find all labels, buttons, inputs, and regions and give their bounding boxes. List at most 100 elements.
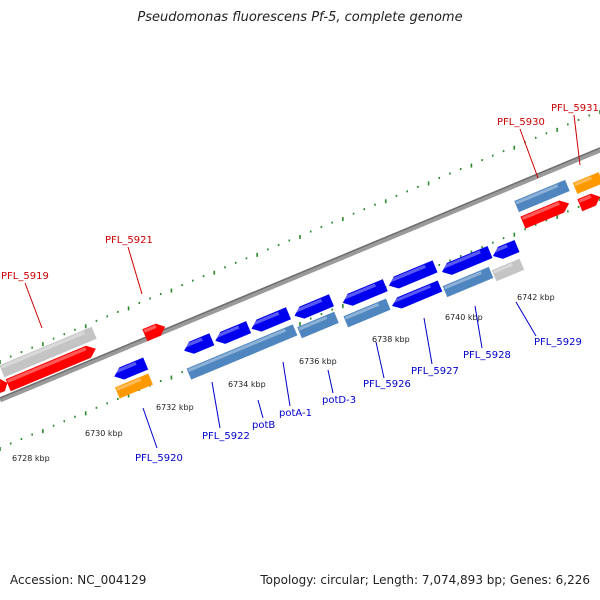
- reverse-gene-arrow-highlight: [341, 283, 377, 301]
- forward-gene-label-leader: [519, 128, 539, 179]
- backbone-line: [0, 147, 600, 403]
- forward-gene-label[interactable]: PFL_5931: [551, 103, 599, 114]
- cds-box-highlight: [0, 331, 85, 369]
- cds-box-highlight: [116, 377, 142, 391]
- reverse-gene-arrow[interactable]: [390, 280, 443, 311]
- forward-gene-label-leader: [24, 282, 43, 329]
- reverse-gene-arrow[interactable]: [182, 333, 215, 357]
- cds-box-shape: [514, 179, 570, 213]
- reverse-gene-label[interactable]: PFL_5929: [534, 337, 582, 348]
- reverse-gene-arrow-highlight: [391, 284, 431, 304]
- reverse-gene-arrow-highlight: [491, 244, 508, 254]
- reverse-gene-arrow-shape: [442, 245, 493, 275]
- reverse-gene-arrow-shape: [215, 321, 252, 344]
- reverse-gene-arrow-shape: [342, 279, 388, 306]
- reverse-gene-label-leader: [327, 369, 334, 394]
- forward-gene-arrow-shape: [5, 345, 96, 392]
- reverse-gene-label[interactable]: PFL_5920: [135, 453, 183, 464]
- cds-box-shape: [0, 326, 97, 378]
- forward-gene-arrow-shape: [520, 200, 570, 229]
- cds-box-highlight: [344, 302, 380, 320]
- map-title: Pseudomonas fluorescens Pf-5, complete g…: [137, 10, 463, 25]
- forward-gene-arrow[interactable]: [142, 321, 167, 342]
- forward-gene-arrow-highlight: [578, 194, 592, 203]
- reverse-gene-arrow-shape: [388, 260, 438, 289]
- reverse-gene-label[interactable]: potD-3: [322, 395, 356, 406]
- reverse-gene-arrow-highlight: [293, 298, 323, 314]
- cds-box[interactable]: [186, 324, 298, 380]
- reverse-gene-arrow[interactable]: [386, 260, 438, 291]
- tick-label: 6730 kbp: [85, 429, 123, 438]
- cds-box-shape: [442, 266, 494, 298]
- reverse-gene-label-leader: [375, 341, 385, 379]
- cds-box[interactable]: [115, 373, 153, 399]
- reverse-gene-arrow[interactable]: [340, 279, 388, 309]
- tick-label: 6742 kbp: [517, 293, 555, 302]
- reverse-gene-arrow-highlight: [214, 325, 240, 339]
- reverse-gene-arrow-highlight: [440, 250, 481, 270]
- cds-box-highlight: [187, 328, 286, 372]
- reverse-gene-label[interactable]: PFL_5922: [202, 431, 250, 442]
- cds-box[interactable]: [0, 326, 97, 378]
- cds-box[interactable]: [297, 311, 339, 339]
- reverse-gene-label-leader: [142, 407, 158, 449]
- reverse-gene-arrow[interactable]: [249, 307, 291, 334]
- reverse-gene-label[interactable]: PFL_5927: [411, 366, 459, 377]
- tick-label: 6728 kbp: [12, 454, 50, 463]
- forward-gene-arrow[interactable]: [0, 377, 10, 396]
- forward-gene-arrow[interactable]: [577, 191, 600, 212]
- reverse-gene-label[interactable]: potB: [252, 420, 275, 431]
- forward-gene-label[interactable]: PFL_5921: [105, 235, 153, 246]
- cds-box[interactable]: [572, 172, 600, 194]
- accession-text: Accession: NC_004129: [10, 573, 147, 587]
- tick-label: 6736 kbp: [299, 357, 337, 366]
- cds-box-highlight: [574, 176, 592, 187]
- backbone-edge: [0, 147, 600, 399]
- cds-box[interactable]: [343, 298, 391, 328]
- reverse-gene-arrow[interactable]: [112, 357, 149, 382]
- reverse-gene-arrow-shape: [251, 307, 291, 332]
- cds-box-shape: [186, 324, 298, 380]
- forward-gene-label-leader: [127, 246, 143, 295]
- forward-gene-label[interactable]: PFL_5930: [497, 117, 545, 128]
- cds-box[interactable]: [491, 258, 525, 282]
- reverse-gene-arrow[interactable]: [440, 245, 493, 278]
- forward-gene-label[interactable]: PFL_5919: [1, 271, 49, 282]
- reverse-gene-arrow[interactable]: [292, 294, 334, 321]
- reverse-gene-arrow-highlight: [182, 337, 203, 349]
- forward-gene-arrow[interactable]: [5, 343, 99, 392]
- cds-box-highlight: [493, 263, 513, 274]
- cds-box-highlight: [298, 316, 328, 331]
- reverse-gene-label[interactable]: potA-1: [279, 408, 312, 419]
- forward-gene-arrow-shape: [0, 378, 8, 396]
- cds-box-shape: [115, 373, 153, 399]
- reverse-gene-arrow-highlight: [113, 361, 137, 375]
- forward-gene-arrow-highlight: [521, 201, 560, 221]
- cds-box-shape: [572, 172, 600, 194]
- cds-box-shape: [343, 298, 391, 328]
- reverse-gene-arrow-shape: [392, 280, 443, 309]
- cds-box[interactable]: [442, 266, 494, 298]
- reverse-gene-label-leader: [257, 399, 264, 419]
- cds-box-shape: [491, 258, 525, 282]
- reverse-gene-label[interactable]: PFL_5926: [363, 379, 411, 390]
- forward-gene-label-leader: [573, 114, 581, 166]
- reverse-gene-label-leader: [211, 381, 221, 429]
- cds-box[interactable]: [514, 179, 570, 213]
- reverse-gene-arrow-highlight: [250, 311, 280, 327]
- reverse-gene-arrow-highlight: [387, 264, 426, 284]
- forward-gene-arrow-shape: [577, 193, 600, 212]
- cds-box-highlight: [515, 184, 559, 205]
- reverse-gene-arrow-shape: [493, 239, 520, 259]
- reverse-gene-arrow-shape: [294, 294, 334, 319]
- reverse-gene-arrow[interactable]: [213, 321, 252, 347]
- reverse-gene-label-leader: [423, 317, 433, 365]
- reverse-gene-arrow-shape: [114, 357, 149, 380]
- reverse-gene-label[interactable]: PFL_5928: [463, 350, 511, 361]
- tick-label: 6738 kbp: [372, 335, 410, 344]
- genome-stats-text: Topology: circular; Length: 7,074,893 bp…: [260, 573, 590, 587]
- cds-box-highlight: [443, 271, 482, 290]
- forward-gene-arrow[interactable]: [520, 197, 571, 229]
- reverse-gene-arrow[interactable]: [491, 239, 520, 262]
